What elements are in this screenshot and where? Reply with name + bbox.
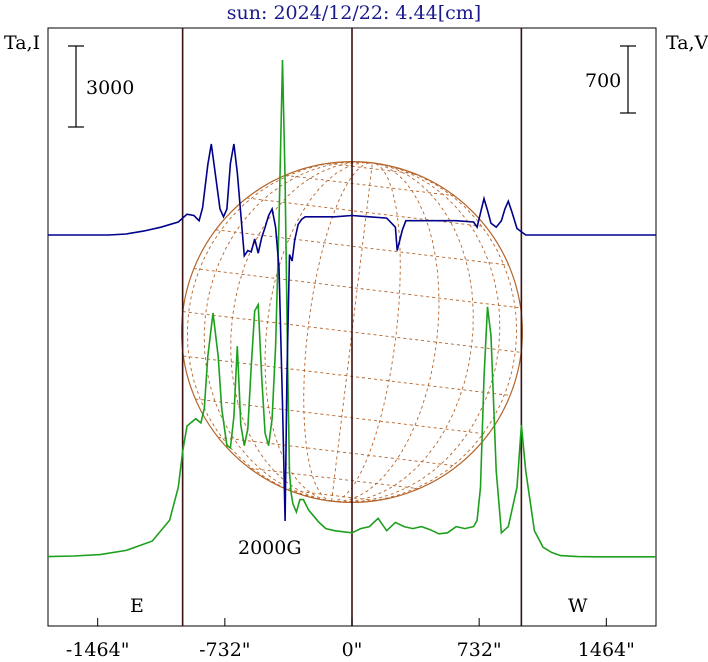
- latitude-line: [193, 268, 521, 309]
- x-axis: -1464" -732" 0" 732" 1464": [66, 618, 635, 661]
- latitude-line: [215, 229, 509, 266]
- series-intensity-line: [47, 59, 656, 558]
- right-scale-label: 700: [585, 70, 621, 92]
- latitude-line: [195, 398, 489, 435]
- x-tick-label: 0": [342, 639, 363, 661]
- longitude-line: [186, 161, 373, 502]
- west-label: W: [568, 595, 588, 617]
- left-scale-label: 3000: [86, 77, 134, 99]
- longitude-line: [264, 162, 373, 502]
- longitude-line: [331, 162, 474, 503]
- longitude-line: [303, 162, 373, 502]
- left-scale-bar: [68, 45, 84, 128]
- x-tick-label: -732": [199, 639, 250, 661]
- x-tick-label: 732": [457, 639, 502, 661]
- left-axis-label: Ta,I: [4, 32, 41, 54]
- chart-title: sun: 2024/12/22: 4.44[cm]: [226, 2, 482, 24]
- x-tick-label: -1464": [66, 639, 130, 661]
- longitude-line: [331, 162, 501, 503]
- right-axis-label: Ta,V: [666, 32, 708, 54]
- longitude-line: [230, 161, 373, 502]
- longitude-line: [331, 162, 518, 503]
- x-tick-label: 1464": [578, 639, 635, 661]
- solar-disk: [181, 161, 523, 503]
- series-polarization-line: [48, 143, 656, 522]
- latitude-line: [249, 467, 419, 490]
- right-scale-bar: [620, 45, 636, 114]
- longitude-line: [331, 162, 440, 502]
- field-annotation: 2000G: [238, 537, 302, 559]
- east-label: E: [130, 595, 144, 617]
- latitude-line: [285, 174, 455, 197]
- marker-lines: [181, 28, 523, 626]
- longitude-line: [203, 161, 373, 502]
- latitude-line: [327, 162, 416, 175]
